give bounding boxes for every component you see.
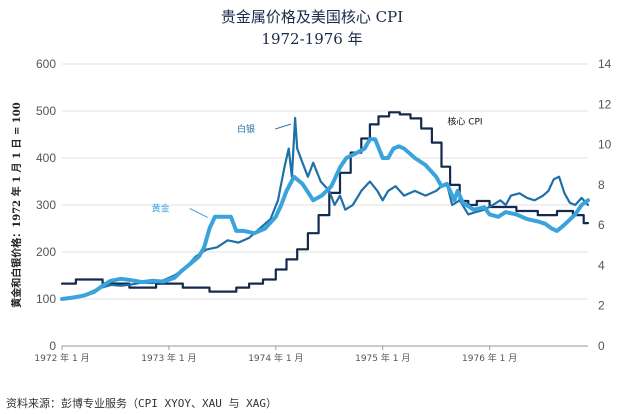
series-line — [60, 116, 590, 301]
chart-title: 贵金属价格及美国核心 CPI — [221, 8, 403, 26]
x-tick-label: 1975 年 1 月 — [355, 352, 410, 364]
x-tick-label: 1973 年 1 月 — [141, 352, 196, 364]
x-axis-ticks: 1972 年 1 月 1973 年 1 月 1974 年 1 月 1975 年 1 月… — [34, 345, 588, 364]
x-tick-label: 1972 年 1 月 — [34, 352, 89, 364]
right-tick-label: 14 — [598, 57, 612, 71]
left-tick-label: 500 — [36, 104, 56, 118]
series-line — [60, 137, 590, 301]
series-lines — [60, 111, 590, 301]
left-axis-ticks: 0 100 200 300 400 500 600 — [36, 57, 56, 353]
right-tick-label: 10 — [598, 138, 612, 152]
annotation-leader — [189, 208, 208, 218]
right-tick-label: 12 — [598, 97, 612, 111]
left-tick-label: 200 — [36, 245, 56, 259]
annotation-label: 核心 CPI — [447, 115, 482, 127]
right-axis-ticks: 0 2 4 6 8 10 12 14 — [598, 57, 612, 353]
left-tick-label: 0 — [49, 339, 56, 353]
y-axis-label: 黄金和白银价格：1972 年 1 月 1 日 = 100 — [10, 102, 23, 307]
left-tick-label: 300 — [36, 198, 56, 212]
left-tick-label: 100 — [36, 292, 56, 306]
left-tick-label: 400 — [36, 151, 56, 165]
right-tick-label: 0 — [598, 339, 605, 353]
annotation-label: 白银 — [237, 123, 255, 135]
x-tick-label: 1976 年 1 月 — [462, 352, 517, 364]
gridlines — [62, 63, 588, 347]
annotation-leader — [274, 123, 292, 130]
right-tick-label: 6 — [598, 218, 605, 232]
source-note: 资料来源：彭博专业服务（CPI XYOY、XAU 与 XAG） — [6, 396, 277, 410]
right-tick-label: 2 — [598, 299, 605, 313]
right-tick-label: 8 — [598, 178, 605, 192]
x-tick-label: 1974 年 1 月 — [248, 352, 303, 364]
right-tick-label: 4 — [598, 258, 605, 272]
series-line — [60, 111, 590, 293]
chart-subtitle: 1972-1976 年 — [261, 30, 362, 48]
annotation-label: 黄金 — [152, 202, 170, 214]
left-tick-label: 600 — [36, 57, 56, 71]
